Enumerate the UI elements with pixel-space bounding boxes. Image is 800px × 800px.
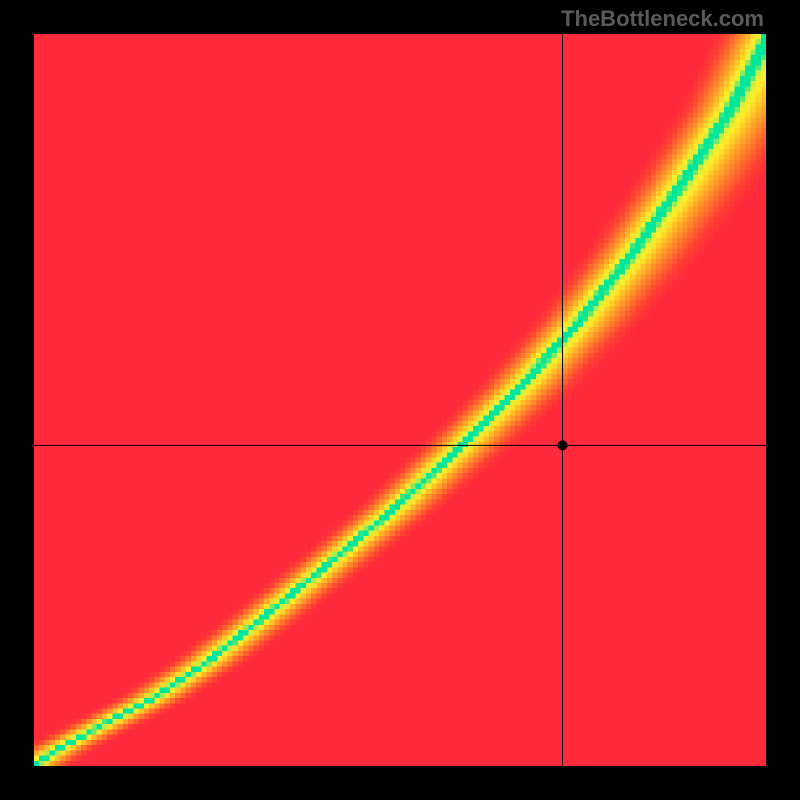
watermark-text: TheBottleneck.com (561, 6, 764, 32)
chart-container: TheBottleneck.com (0, 0, 800, 800)
bottleneck-heatmap (34, 34, 766, 766)
